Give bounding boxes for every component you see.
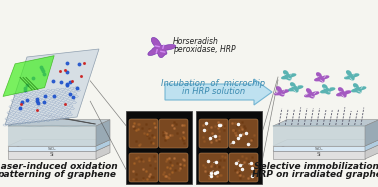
- Polygon shape: [336, 87, 352, 97]
- FancyBboxPatch shape: [196, 111, 262, 184]
- FancyBboxPatch shape: [159, 119, 188, 148]
- Polygon shape: [165, 79, 272, 105]
- Text: SiO₂: SiO₂: [315, 146, 323, 151]
- Polygon shape: [8, 125, 96, 146]
- Polygon shape: [273, 140, 378, 146]
- Polygon shape: [365, 120, 378, 146]
- Polygon shape: [96, 140, 110, 151]
- FancyBboxPatch shape: [229, 119, 258, 148]
- Text: patterning of graphene: patterning of graphene: [0, 170, 116, 179]
- Text: Laser-induced oxidation: Laser-induced oxidation: [0, 162, 118, 171]
- Polygon shape: [281, 70, 296, 80]
- Polygon shape: [148, 37, 176, 58]
- FancyBboxPatch shape: [129, 119, 158, 148]
- Polygon shape: [304, 88, 319, 99]
- Text: Si: Si: [50, 153, 54, 157]
- FancyBboxPatch shape: [199, 153, 228, 182]
- Polygon shape: [8, 151, 96, 159]
- Text: SiO₂: SiO₂: [48, 146, 56, 151]
- Text: Si: Si: [317, 153, 321, 157]
- Polygon shape: [273, 151, 365, 159]
- Text: Horseradish: Horseradish: [173, 37, 219, 46]
- Polygon shape: [3, 56, 54, 96]
- Polygon shape: [8, 140, 110, 146]
- Polygon shape: [273, 145, 378, 151]
- Polygon shape: [351, 83, 366, 94]
- Polygon shape: [320, 84, 335, 94]
- Polygon shape: [365, 145, 378, 159]
- Polygon shape: [273, 146, 365, 151]
- Text: HRP on irradiated graphene: HRP on irradiated graphene: [252, 170, 378, 179]
- Polygon shape: [365, 140, 378, 151]
- Polygon shape: [8, 145, 110, 151]
- Polygon shape: [8, 146, 96, 151]
- Polygon shape: [96, 145, 110, 159]
- Polygon shape: [274, 86, 290, 96]
- Polygon shape: [288, 82, 304, 93]
- FancyBboxPatch shape: [129, 153, 158, 182]
- FancyBboxPatch shape: [159, 153, 188, 182]
- Text: in HRP solution: in HRP solution: [182, 87, 245, 96]
- Polygon shape: [344, 70, 359, 80]
- FancyBboxPatch shape: [126, 111, 192, 184]
- FancyBboxPatch shape: [229, 153, 258, 182]
- Polygon shape: [96, 120, 110, 146]
- Text: Selective immobilization of: Selective immobilization of: [254, 162, 378, 171]
- Polygon shape: [273, 125, 365, 146]
- Text: peroxidase, HRP: peroxidase, HRP: [173, 45, 235, 54]
- Polygon shape: [273, 120, 378, 126]
- Polygon shape: [314, 72, 329, 82]
- FancyBboxPatch shape: [199, 119, 228, 148]
- Text: Incubation  of  microchip: Incubation of microchip: [161, 79, 266, 88]
- Polygon shape: [8, 120, 110, 126]
- Polygon shape: [5, 49, 99, 125]
